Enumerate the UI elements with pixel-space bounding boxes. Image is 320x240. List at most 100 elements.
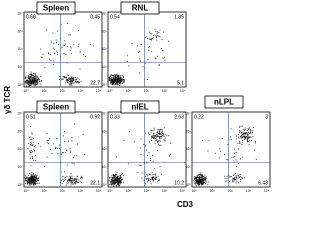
event-dot <box>76 178 78 180</box>
event-dot <box>249 130 251 132</box>
y-tick-label: 10⁴ <box>17 111 23 115</box>
event-dot <box>113 178 115 180</box>
event-dot <box>202 182 204 184</box>
event-dot <box>37 78 39 79</box>
event-dot <box>35 177 37 179</box>
event-dot <box>70 180 72 182</box>
event-dot <box>156 135 158 137</box>
event-dot <box>163 139 165 141</box>
event-dot <box>33 178 35 179</box>
event-dot <box>250 132 251 134</box>
event-dot <box>78 82 80 84</box>
event-dot <box>63 53 65 55</box>
event-dot <box>195 182 197 184</box>
event-dot <box>69 180 71 181</box>
event-dot <box>201 183 203 185</box>
event-dot <box>30 73 31 75</box>
event-dot <box>227 144 229 146</box>
event-dot <box>161 132 163 134</box>
event-dot <box>26 178 28 179</box>
event-dot <box>34 175 35 177</box>
event-dot <box>77 182 78 184</box>
event-dot <box>200 174 202 175</box>
event-dot <box>29 84 31 86</box>
quadrant-percent: 92.3 <box>110 80 120 86</box>
event-dot <box>155 36 157 38</box>
y-tick-label: 10³ <box>101 29 107 33</box>
event-dot <box>240 137 242 139</box>
event-dot <box>48 139 50 141</box>
event-dot <box>31 73 33 75</box>
event-dot <box>73 156 74 158</box>
event-dot <box>154 173 156 175</box>
event-dot <box>71 76 73 78</box>
event-dot <box>155 35 157 37</box>
event-dot <box>56 42 58 43</box>
event-dot <box>30 178 32 179</box>
event-dot <box>48 143 49 145</box>
event-dot <box>34 181 35 183</box>
event-dot <box>47 52 49 54</box>
event-dot <box>34 80 36 82</box>
y-tick-label: 10³ <box>17 129 23 133</box>
event-dot <box>200 180 202 182</box>
event-dot <box>62 44 64 46</box>
event-dot <box>152 135 154 137</box>
event-dot <box>155 34 157 36</box>
event-dot <box>170 153 172 155</box>
event-dot <box>202 182 204 183</box>
event-dot <box>238 141 240 142</box>
event-dot <box>112 84 113 86</box>
event-dot <box>28 174 30 176</box>
event-dot <box>119 177 121 179</box>
y-tick-label: 10¹ <box>101 65 107 69</box>
event-dot <box>34 79 36 81</box>
event-dot <box>164 134 166 136</box>
event-dot <box>120 81 122 83</box>
event-dot <box>37 82 39 84</box>
event-dot <box>110 181 112 183</box>
event-dot <box>117 178 119 180</box>
event-dot <box>154 28 156 30</box>
event-dot <box>33 81 35 83</box>
event-dot <box>238 129 240 131</box>
event-dot <box>203 178 205 180</box>
event-dot <box>75 181 77 183</box>
event-dot <box>207 150 209 152</box>
event-dot <box>80 177 82 178</box>
event-dot <box>35 180 37 182</box>
event-dot <box>76 78 78 80</box>
event-dot <box>159 29 161 31</box>
event-dot <box>30 174 32 176</box>
event-dot <box>118 179 120 181</box>
event-dot <box>70 172 72 174</box>
event-dot <box>200 180 202 182</box>
event-dot <box>117 78 119 80</box>
event-dot <box>44 166 45 168</box>
event-dot <box>36 76 38 78</box>
event-dot <box>29 184 31 186</box>
event-dot <box>61 153 63 155</box>
event-dot <box>40 76 42 78</box>
event-dot <box>149 33 151 35</box>
event-dot <box>117 179 119 181</box>
event-dot <box>32 151 33 153</box>
event-dot <box>197 180 199 182</box>
event-dot <box>32 178 33 180</box>
event-dot <box>150 131 152 133</box>
event-dot <box>157 131 159 133</box>
event-dot <box>224 180 226 182</box>
y-tick-label: 10¹ <box>101 165 107 169</box>
event-dot <box>108 76 110 78</box>
event-dot <box>244 133 246 135</box>
event-dot <box>113 175 114 177</box>
event-dot <box>156 31 158 33</box>
event-dot <box>242 128 244 130</box>
event-dot <box>114 182 116 184</box>
event-dot <box>201 175 203 177</box>
event-dot <box>199 180 201 181</box>
event-dot <box>28 82 30 83</box>
event-dot <box>68 182 69 184</box>
event-dot <box>198 178 200 180</box>
event-dot <box>241 142 243 143</box>
